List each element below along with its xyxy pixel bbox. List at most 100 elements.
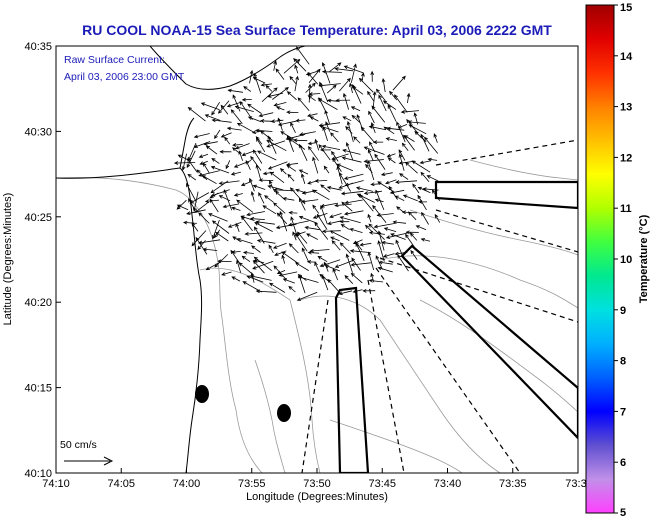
current-vector [378, 94, 387, 112]
annotation-line-2: April 03, 2006 23:00 GMT [64, 71, 185, 83]
current-vector [381, 77, 386, 93]
current-vector [371, 105, 386, 123]
current-vector [187, 107, 206, 122]
current-vector [232, 94, 241, 112]
coastline-sandy-hook [179, 117, 195, 169]
current-vector [311, 189, 330, 201]
current-vector [342, 92, 349, 110]
current-vector [329, 62, 342, 73]
current-vector [306, 233, 318, 240]
current-vector [255, 289, 277, 294]
current-vector [415, 225, 427, 231]
current-vector [282, 197, 295, 201]
plot-background [56, 46, 578, 473]
contour-line [254, 359, 286, 473]
current-vector [406, 92, 411, 104]
current-vector [288, 210, 298, 215]
current-vector [241, 255, 251, 263]
current-vector [300, 199, 319, 204]
current-vector [358, 77, 374, 93]
current-vector [244, 232, 263, 236]
current-vector [377, 266, 393, 273]
current-vector [324, 109, 330, 124]
current-vector [191, 222, 199, 232]
current-vector [383, 227, 397, 232]
x-axis-label: Longitude (Degrees:Minutes) [246, 491, 388, 503]
y-tick-label: 40:30 [24, 126, 52, 138]
current-vector [367, 160, 375, 181]
current-vector [419, 160, 431, 165]
current-vector [189, 192, 210, 204]
current-vector [331, 150, 339, 162]
current-vector [338, 172, 352, 192]
colorbar-tick-label: 11 [620, 203, 632, 215]
current-vector [176, 204, 189, 211]
current-vector [269, 180, 276, 193]
current-vector [233, 160, 252, 168]
current-vector [338, 77, 351, 92]
current-vector [321, 62, 331, 84]
current-vector [394, 94, 408, 113]
buoy-marker [277, 404, 291, 422]
current-vector [296, 291, 318, 301]
current-vector [275, 68, 285, 80]
current-vector [270, 119, 284, 124]
radar-guides [301, 139, 578, 473]
current-vector [318, 144, 331, 161]
radar-beams [334, 180, 578, 473]
current-vector [249, 274, 272, 281]
current-vector [293, 58, 307, 72]
current-vector [293, 138, 308, 143]
current-vector [314, 138, 320, 151]
current-vector [279, 210, 288, 232]
current-vector [433, 133, 438, 143]
current-vector [256, 137, 266, 153]
current-vector [420, 238, 431, 242]
colorbar-tick-label: 8 [620, 356, 626, 368]
current-vector [267, 184, 283, 191]
bathymetry-contours [56, 159, 578, 473]
current-vector [224, 136, 231, 145]
current-vector [295, 262, 309, 271]
current-vector [340, 190, 364, 196]
current-vector [245, 160, 251, 170]
current-vector [367, 251, 375, 271]
y-tick-label: 40:15 [24, 383, 52, 395]
current-vector [238, 262, 252, 274]
current-vector [290, 122, 296, 133]
current-vector [272, 87, 289, 100]
current-vector [289, 75, 297, 85]
current-vector [193, 133, 210, 139]
current-vector [298, 169, 309, 175]
current-vector [372, 204, 387, 224]
current-vector [395, 180, 418, 184]
current-vector [236, 238, 253, 244]
current-vector [203, 141, 218, 146]
current-vector [341, 201, 353, 212]
current-vector [385, 179, 397, 185]
current-vector [242, 250, 254, 255]
current-vector [387, 157, 396, 164]
current-vector [268, 282, 286, 293]
current-vector [319, 259, 341, 268]
current-vector [252, 260, 265, 274]
current-vector [308, 68, 321, 84]
current-vector [312, 213, 328, 219]
current-vector [297, 231, 308, 244]
current-vector [295, 118, 306, 123]
current-vector [295, 233, 308, 252]
current-vector [386, 126, 405, 131]
current-vector [258, 112, 274, 118]
current-vector [176, 199, 187, 210]
current-vector [317, 256, 328, 263]
current-vector [385, 232, 408, 239]
current-vector [397, 254, 409, 272]
current-vector [403, 134, 415, 151]
current-vector [399, 173, 409, 180]
current-vector [211, 157, 220, 164]
current-vector [223, 189, 233, 211]
coastline-nj [56, 167, 203, 473]
current-vector [247, 103, 262, 114]
current-vector [405, 233, 419, 253]
current-vector [298, 273, 306, 294]
